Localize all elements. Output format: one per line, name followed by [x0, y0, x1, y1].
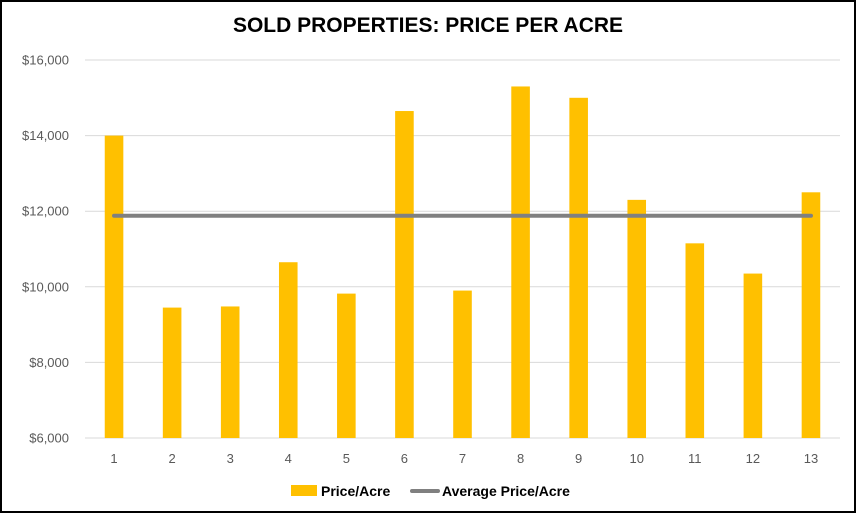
bar — [395, 111, 414, 438]
x-tick-label: 8 — [517, 451, 524, 466]
legend-swatch-bar — [291, 485, 317, 496]
x-tick-label: 5 — [343, 451, 350, 466]
legend-label: Average Price/Acre — [442, 483, 570, 499]
bar — [104, 135, 124, 438]
y-tick-label: $6,000 — [29, 431, 69, 446]
x-tick-label: 1 — [110, 451, 117, 466]
y-tick-label: $10,000 — [22, 279, 69, 294]
chart-title: SOLD PROPERTIES: PRICE PER ACRE — [232, 14, 624, 37]
x-tick-label: 9 — [575, 451, 582, 466]
bar — [627, 199, 647, 438]
y-tick-label: $8,000 — [29, 355, 69, 370]
y-tick-label: $14,000 — [22, 128, 69, 143]
bar — [569, 97, 588, 439]
bar — [278, 262, 298, 438]
bar — [220, 306, 240, 438]
y-tick-label: $12,000 — [22, 204, 69, 219]
x-tick-label: 13 — [804, 451, 818, 466]
x-tick-label: 12 — [746, 451, 760, 466]
bar — [801, 192, 821, 438]
x-tick-label: 6 — [401, 451, 408, 466]
bar — [337, 293, 356, 438]
x-tick-label: 3 — [227, 451, 234, 466]
x-tick-label: 10 — [629, 451, 643, 466]
x-tick-label: 11 — [688, 451, 702, 466]
bar — [743, 273, 763, 438]
x-tick-label: 4 — [285, 451, 292, 466]
bar — [162, 307, 182, 438]
bar — [685, 243, 705, 438]
x-tick-label: 2 — [168, 451, 175, 466]
bar — [511, 86, 530, 439]
x-tick-label: 7 — [459, 451, 466, 466]
y-tick-label: $16,000 — [22, 53, 69, 68]
legend-label: Price/Acre — [321, 483, 390, 499]
bar — [453, 290, 472, 438]
